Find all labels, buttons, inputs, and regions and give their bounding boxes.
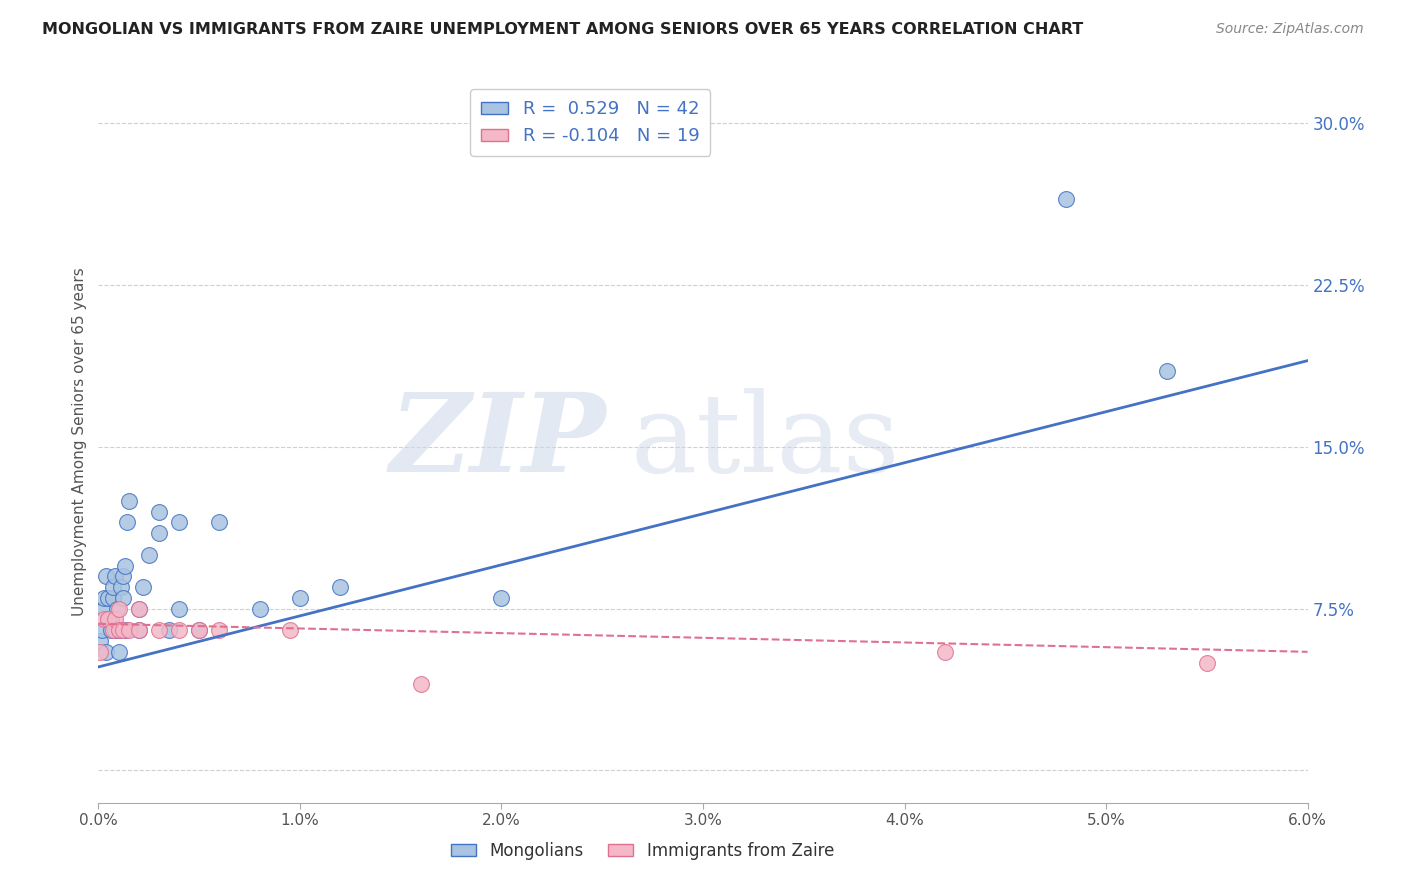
Point — [111, 591, 134, 605]
Point — [148, 624, 170, 638]
Point — [101, 624, 124, 638]
Point — [167, 624, 190, 638]
Point — [93, 612, 115, 626]
Point — [107, 601, 129, 615]
Point — [114, 624, 136, 638]
Point — [148, 505, 170, 519]
Point — [409, 677, 432, 691]
Point — [115, 516, 138, 530]
Point — [101, 580, 124, 594]
Legend: Mongolians, Immigrants from Zaire: Mongolians, Immigrants from Zaire — [444, 836, 841, 867]
Point — [100, 624, 122, 638]
Point — [107, 624, 129, 638]
Point — [100, 612, 122, 626]
Point — [167, 516, 190, 530]
Point — [249, 601, 271, 615]
Point — [118, 624, 141, 638]
Point — [934, 645, 956, 659]
Point — [103, 612, 125, 626]
Point — [128, 601, 150, 615]
Text: Source: ZipAtlas.com: Source: ZipAtlas.com — [1216, 22, 1364, 37]
Point — [96, 569, 118, 583]
Point — [278, 624, 301, 638]
Point — [107, 624, 129, 638]
Point — [128, 601, 150, 615]
Point — [208, 624, 231, 638]
Y-axis label: Unemployment Among Seniors over 65 years: Unemployment Among Seniors over 65 years — [72, 268, 87, 615]
Text: ZIP: ZIP — [389, 388, 606, 495]
Point — [97, 612, 120, 626]
Point — [89, 645, 111, 659]
Point — [329, 580, 352, 594]
Point — [167, 601, 190, 615]
Point — [93, 591, 115, 605]
Point — [103, 624, 125, 638]
Point — [491, 591, 513, 605]
Point — [114, 558, 136, 573]
Point — [111, 624, 134, 638]
Point — [157, 624, 180, 638]
Point — [188, 624, 211, 638]
Text: MONGOLIAN VS IMMIGRANTS FROM ZAIRE UNEMPLOYMENT AMONG SENIORS OVER 65 YEARS CORR: MONGOLIAN VS IMMIGRANTS FROM ZAIRE UNEMP… — [42, 22, 1084, 37]
Point — [96, 645, 118, 659]
Point — [128, 624, 150, 638]
Point — [1195, 656, 1218, 670]
Point — [128, 624, 150, 638]
Point — [1156, 364, 1178, 378]
Point — [91, 624, 114, 638]
Point — [103, 569, 125, 583]
Point — [110, 580, 132, 594]
Text: atlas: atlas — [630, 388, 900, 495]
Point — [101, 591, 124, 605]
Point — [148, 526, 170, 541]
Point — [110, 624, 132, 638]
Point — [93, 601, 115, 615]
Point — [97, 591, 120, 605]
Point — [208, 516, 231, 530]
Point — [132, 580, 155, 594]
Point — [188, 624, 211, 638]
Point — [111, 569, 134, 583]
Point — [288, 591, 311, 605]
Point — [118, 493, 141, 508]
Point — [1054, 192, 1077, 206]
Point — [107, 645, 129, 659]
Point — [138, 548, 160, 562]
Point — [105, 601, 128, 615]
Point — [89, 634, 111, 648]
Point — [97, 612, 120, 626]
